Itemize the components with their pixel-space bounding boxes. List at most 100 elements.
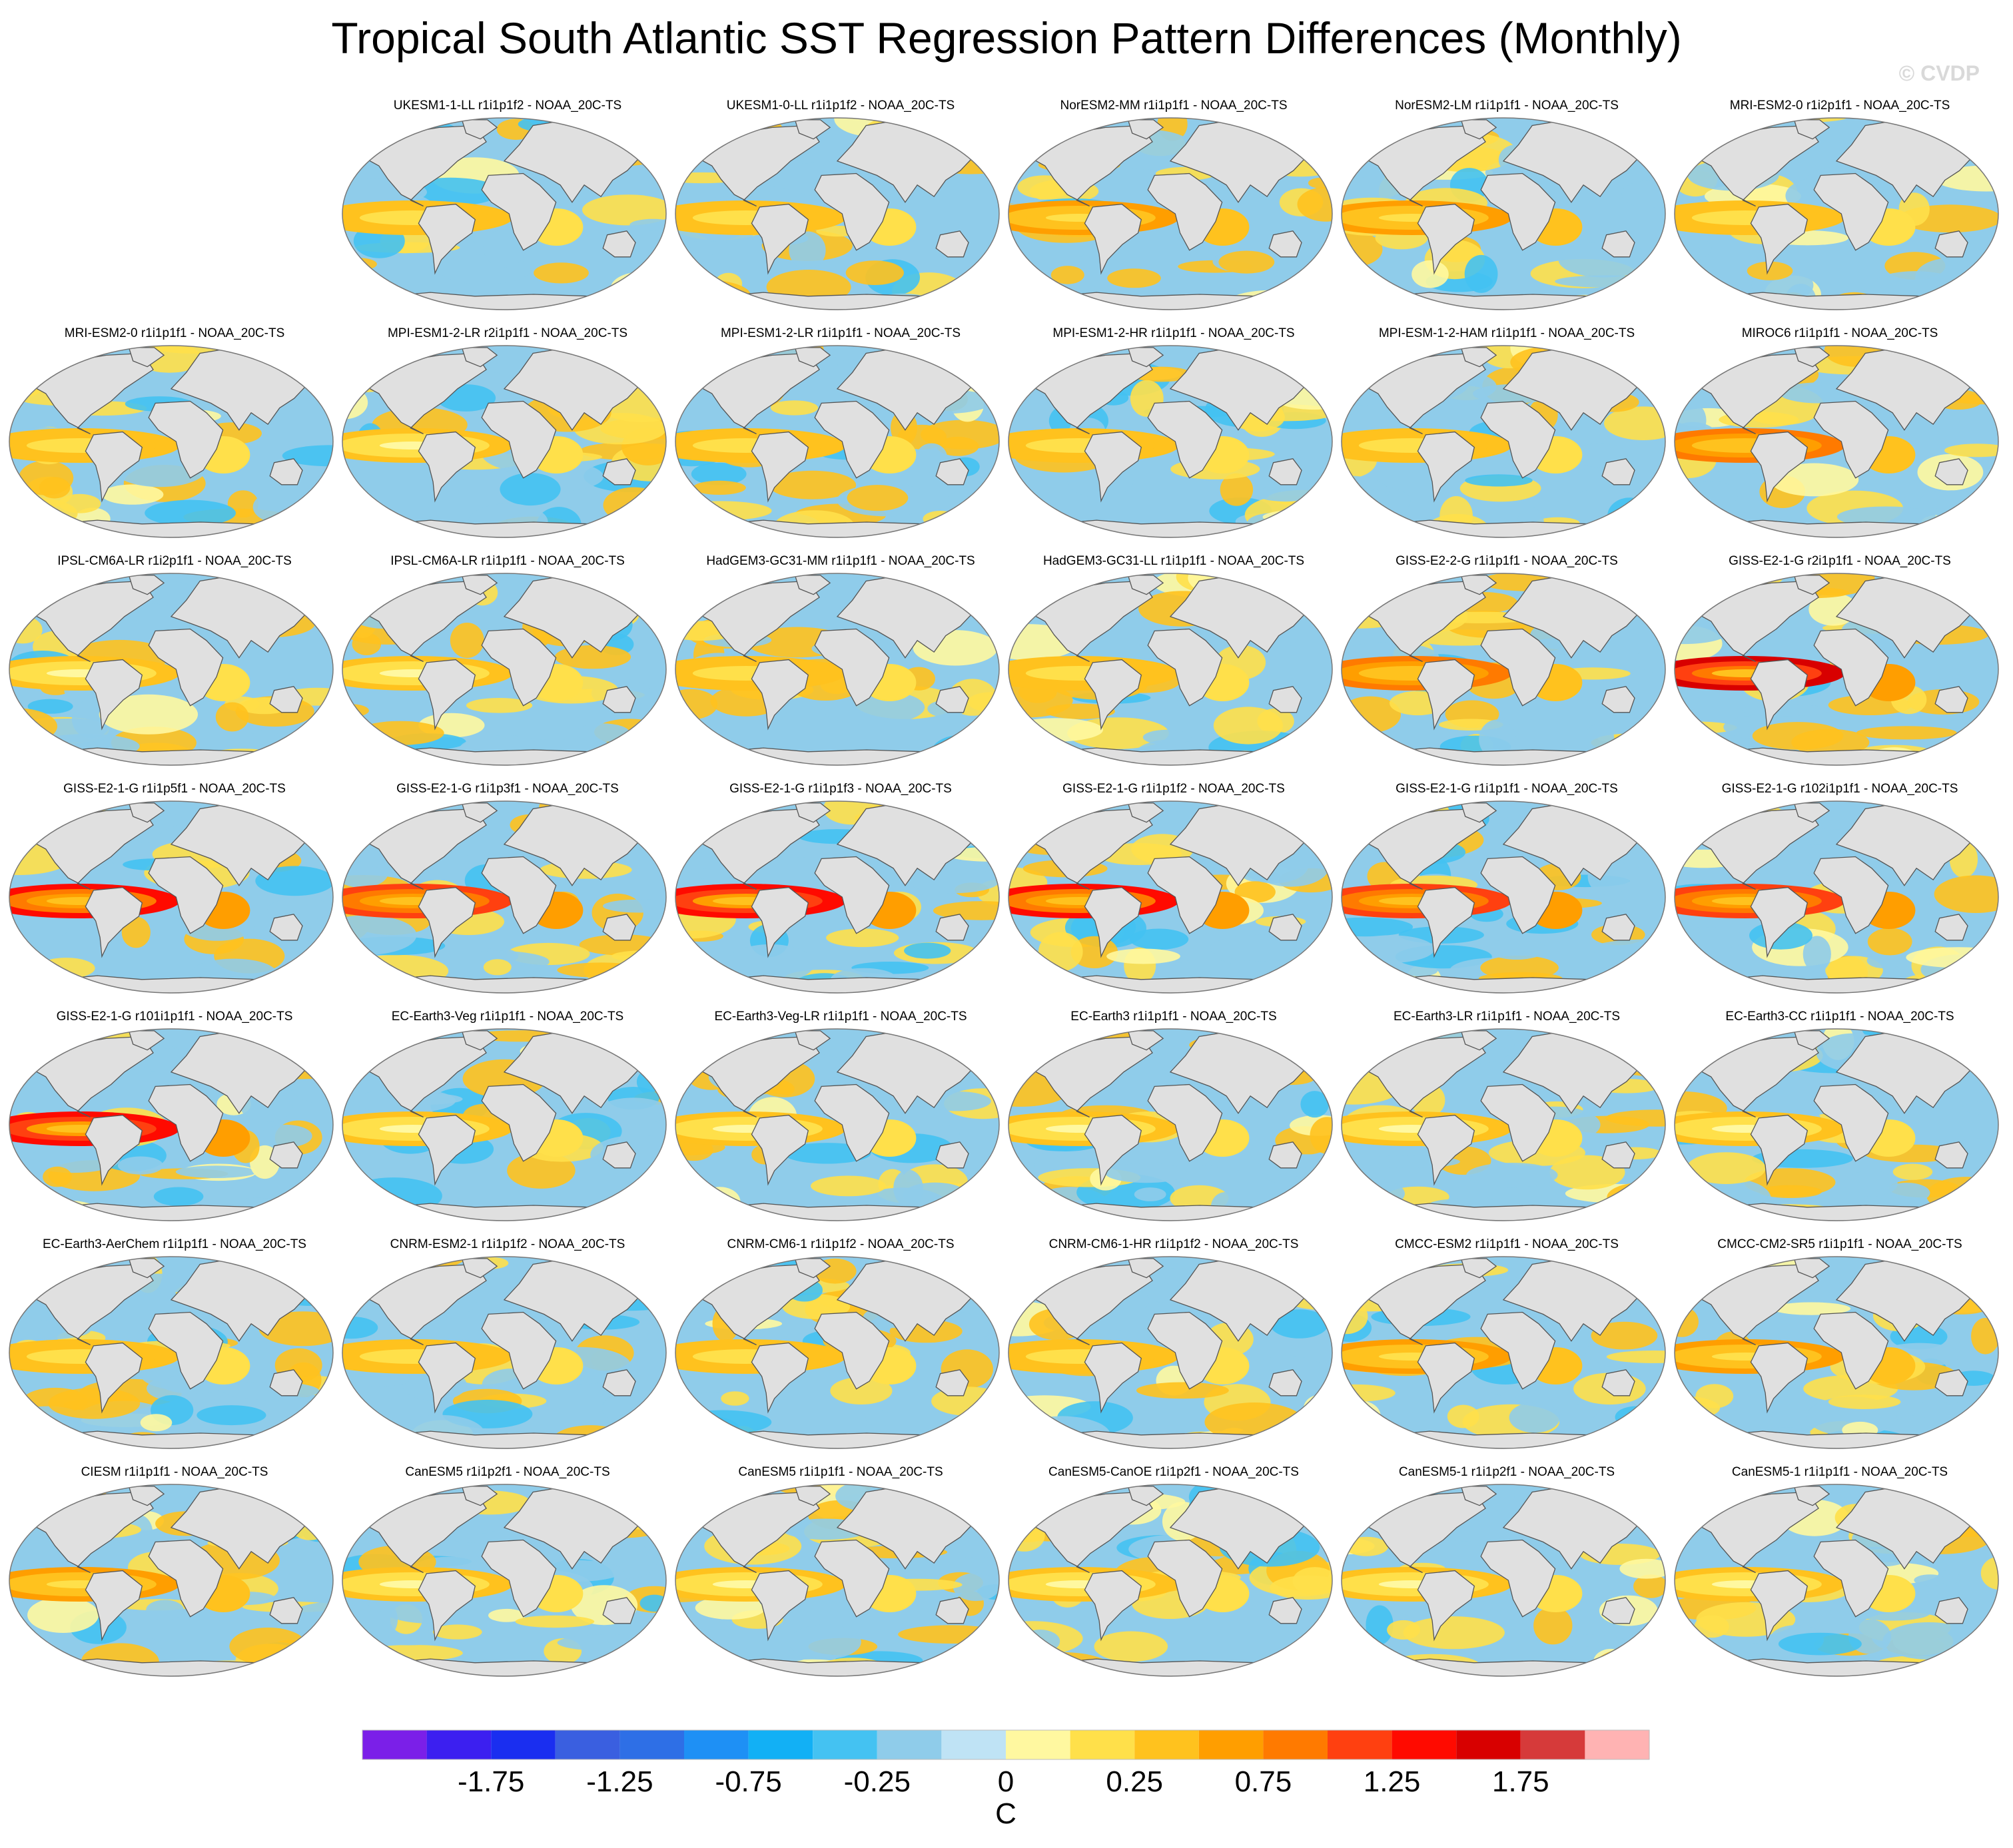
sst-anomaly-blob: [626, 735, 666, 753]
panel-label: CanESM5-1 r1i1p1f1 - NOAA_20C-TS: [1731, 1465, 1948, 1479]
panel-label: MPI-ESM-1-2-HAM r1i1p1f1 - NOAA_20C-TS: [1378, 326, 1635, 340]
map-svg: [675, 573, 1000, 766]
land-samerica: [1084, 659, 1142, 731]
sst-anomaly-blob: [483, 959, 512, 976]
land-australia: [269, 1369, 303, 1396]
sst-anomaly-blob: [1142, 729, 1192, 745]
sst-anomaly-blob: [1971, 1318, 1998, 1355]
land-antarctica: [1364, 747, 1643, 765]
map-outline: [342, 1028, 667, 1221]
land-namerica: [29, 580, 154, 663]
land-antarctica: [32, 1430, 310, 1448]
land-samerica: [85, 659, 143, 731]
land-australia: [602, 686, 636, 713]
map-svg: [342, 345, 667, 538]
sst-anomaly-blob: [1342, 1418, 1390, 1431]
land-antarctica: [1697, 1203, 1976, 1221]
land-africa: [1480, 1539, 1556, 1618]
map-svg: [1008, 1484, 1333, 1677]
land-greenland: [128, 1258, 165, 1279]
land-australia: [1601, 1369, 1635, 1396]
land-namerica: [29, 1036, 154, 1118]
land-antarctica: [1697, 747, 1976, 765]
land-samerica: [1084, 1342, 1142, 1414]
sst-anomaly-blob: [1568, 758, 1636, 765]
sst-anomaly-blob: [1297, 186, 1332, 222]
sst-anomaly-blob: [811, 1175, 886, 1197]
sst-anomaly-blob: [37, 958, 95, 979]
sst-anomaly-blob: [1220, 473, 1254, 506]
panel-label: CIESM r1i1p1f1 - NOAA_20C-TS: [81, 1465, 268, 1479]
land-africa: [148, 856, 224, 934]
land-namerica: [362, 580, 487, 663]
sst-anomaly-blob: [769, 470, 857, 499]
land-australia: [1601, 1141, 1635, 1169]
land-africa: [1147, 400, 1223, 479]
sst-anomaly-blob: [847, 485, 909, 511]
sst-anomaly-blob: [634, 1406, 666, 1433]
map-panel: GISS-E2-1-G r2i1p1f1 - NOAA_20C-TS: [1673, 552, 2006, 778]
land-australia: [1934, 1597, 1968, 1624]
land-africa: [1147, 1083, 1223, 1162]
panel-label: CMCC-ESM2 r1i1p1f1 - NOAA_20C-TS: [1395, 1237, 1619, 1251]
land-greenland: [128, 1030, 165, 1051]
land-samerica: [1417, 659, 1475, 731]
sst-anomaly-blob: [603, 487, 665, 523]
land-africa: [1813, 628, 1889, 707]
sst-anomaly-blob: [907, 868, 999, 894]
colorbar-segment: [1456, 1730, 1521, 1759]
map-outline: [675, 1256, 1000, 1449]
sst-anomaly-blob: [1593, 1648, 1629, 1675]
land-greenland: [1127, 119, 1164, 140]
sst-anomaly-blob: [1012, 506, 1062, 535]
map-svg: [9, 345, 334, 538]
sst-anomaly-blob: [1948, 298, 1978, 310]
map-panel: CanESM5-CanOE r1i1p2f1 - NOAA_20C-TS: [1007, 1463, 1340, 1690]
colorbar-segment: [877, 1730, 942, 1759]
map-panel: CanESM5 r1i1p1f1 - NOAA_20C-TS: [674, 1463, 1007, 1690]
map-svg: [1341, 1484, 1666, 1677]
map-panel: GISS-E2-1-G r1i1p5f1 - NOAA_20C-TS: [8, 780, 341, 1006]
sst-anomaly-blob: [1342, 1400, 1381, 1433]
land-africa: [1813, 1311, 1889, 1390]
colorbar-segment: [1520, 1730, 1585, 1759]
sst-anomaly-blob: [1944, 444, 1998, 458]
sst-anomaly-blob: [1213, 707, 1283, 745]
sst-anomaly-blob: [1037, 759, 1071, 765]
land-samerica: [1084, 1114, 1142, 1186]
land-samerica: [418, 431, 476, 503]
map-svg: [1674, 345, 1999, 538]
sst-anomaly-blob: [1591, 1321, 1658, 1350]
land-greenland: [1127, 575, 1164, 595]
land-africa: [814, 1539, 890, 1618]
land-namerica: [1694, 1491, 1819, 1574]
panel-label: GISS-E2-1-G r102i1p1f1 - NOAA_20C-TS: [1721, 782, 1958, 796]
panel-label: MPI-ESM1-2-LR r2i1p1f1 - NOAA_20C-TS: [387, 326, 628, 340]
land-australia: [602, 914, 636, 941]
sst-anomaly-blob: [1218, 250, 1275, 274]
land-greenland: [794, 1486, 831, 1506]
land-namerica: [362, 1036, 487, 1118]
panel-label: GISS-E2-1-G r2i1p1f1 - NOAA_20C-TS: [1729, 554, 1951, 568]
colorbar-segment: [941, 1730, 1006, 1759]
map-svg: [675, 1028, 1000, 1221]
map-svg: [1008, 1028, 1333, 1221]
colorbar-tick-label: 1.75: [1492, 1765, 1549, 1798]
sst-anomaly-blob: [575, 723, 630, 743]
sst-anomaly-blob: [597, 1097, 666, 1125]
land-antarctica: [1364, 292, 1643, 310]
sst-anomaly-blob: [1828, 1394, 1901, 1409]
sst-anomaly-blob: [953, 1572, 999, 1602]
land-samerica: [1750, 203, 1809, 275]
sst-anomaly-blob: [675, 1435, 697, 1448]
sst-anomaly-blob: [675, 801, 747, 824]
sst-anomaly-blob: [27, 699, 73, 714]
sst-anomaly-blob: [1343, 972, 1402, 993]
map-panel: CanESM5 r1i1p2f1 - NOAA_20C-TS: [341, 1463, 674, 1690]
panel-label: NorESM2-LM r1i1p1f1 - NOAA_20C-TS: [1395, 99, 1619, 113]
sst-anomaly-blob: [286, 346, 333, 359]
sst-anomaly-blob: [344, 271, 374, 302]
land-africa: [148, 1083, 224, 1162]
sst-anomaly-blob: [48, 1388, 141, 1419]
sst-anomaly-blob: [1651, 384, 1665, 405]
